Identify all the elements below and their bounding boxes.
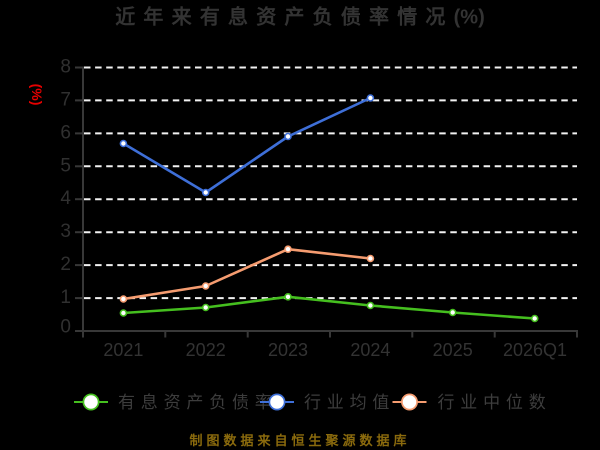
svg-text:行业中位数: 行业中位数 bbox=[438, 393, 552, 412]
svg-text:6: 6 bbox=[60, 122, 71, 143]
svg-text:8: 8 bbox=[60, 57, 71, 78]
svg-text:2022: 2022 bbox=[186, 340, 226, 360]
svg-text:4: 4 bbox=[60, 188, 71, 209]
svg-text:2025: 2025 bbox=[433, 340, 473, 360]
svg-text:2024: 2024 bbox=[350, 340, 390, 360]
svg-text:(%): (%) bbox=[29, 84, 45, 106]
svg-text:2: 2 bbox=[60, 254, 71, 275]
svg-text:行业均值: 行业均值 bbox=[304, 393, 395, 412]
svg-text:7: 7 bbox=[60, 89, 71, 110]
svg-text:5: 5 bbox=[60, 155, 71, 176]
svg-text:0: 0 bbox=[60, 317, 71, 338]
svg-text:有息资产负债率: 有息资产负债率 bbox=[118, 393, 278, 412]
svg-text:2021: 2021 bbox=[103, 340, 143, 360]
svg-text:2026Q1: 2026Q1 bbox=[503, 340, 567, 360]
svg-text:制图数据来自恒生聚源数据库: 制图数据来自恒生聚源数据库 bbox=[189, 433, 410, 448]
svg-text:1: 1 bbox=[60, 287, 71, 308]
svg-text:近年来有息资产负债率情况(%): 近年来有息资产负债率情况(%) bbox=[115, 5, 485, 29]
svg-text:3: 3 bbox=[60, 221, 71, 242]
svg-text:2023: 2023 bbox=[268, 340, 308, 360]
